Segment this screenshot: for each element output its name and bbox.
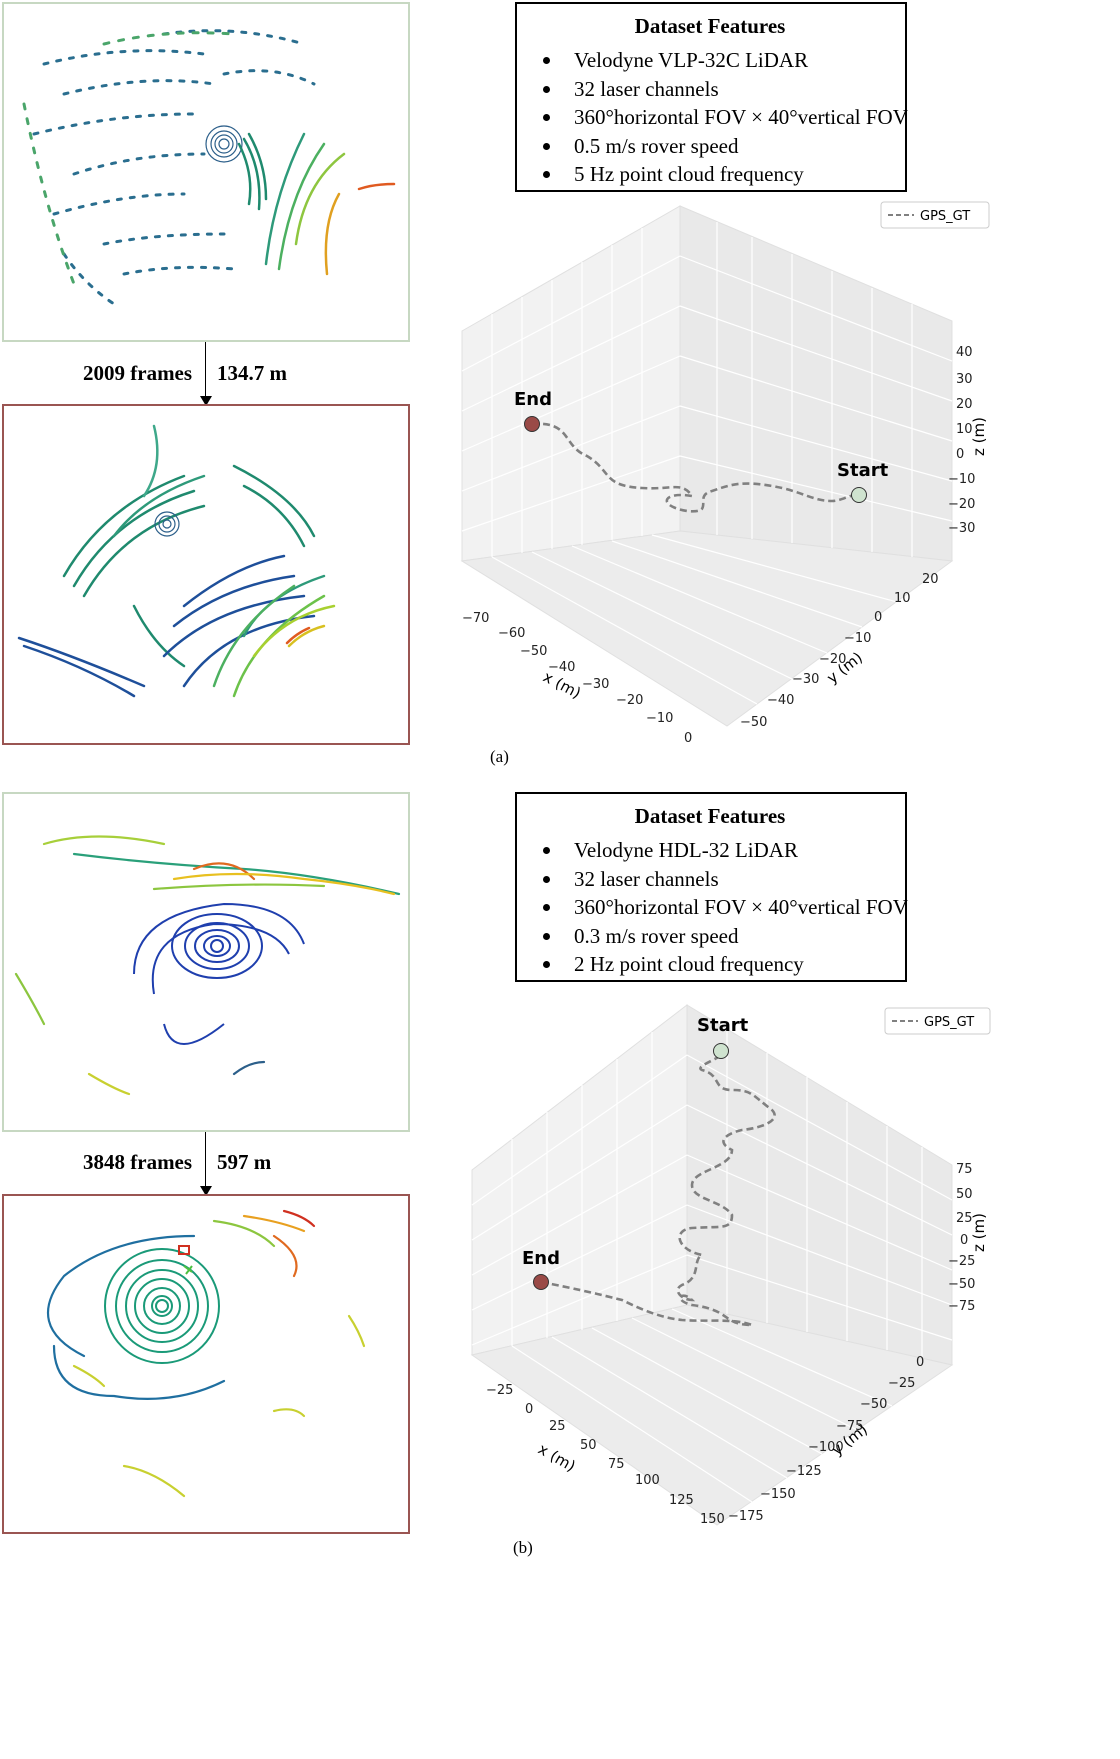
end-marker xyxy=(533,1274,549,1290)
z-tick: 0 xyxy=(960,1233,968,1248)
distance-a: 134.7 m xyxy=(217,361,287,385)
y-tick: −50 xyxy=(860,1397,887,1412)
z-tick: −30 xyxy=(948,521,975,536)
y-tick: −150 xyxy=(760,1487,796,1502)
x-tick: −60 xyxy=(498,626,525,641)
start-label: Start xyxy=(697,1015,749,1036)
z-tick: 20 xyxy=(956,397,973,412)
x-tick: 150 xyxy=(700,1512,725,1527)
scan-image-b-accumulated xyxy=(2,1194,410,1534)
scan-image-a-accumulated xyxy=(2,404,410,745)
legend-label: GPS_GT xyxy=(920,209,970,224)
z-axis-label: z (m) xyxy=(970,1213,988,1252)
z-tick: 0 xyxy=(956,447,964,462)
z-tick: 30 xyxy=(956,372,973,387)
y-tick: −75 xyxy=(836,1419,863,1434)
distance-b: 597 m xyxy=(217,1150,272,1174)
y-tick: −20 xyxy=(819,652,846,667)
x-tick: 50 xyxy=(580,1438,597,1453)
z-tick: 10 xyxy=(956,422,973,437)
frames-arrow-a xyxy=(205,342,206,396)
start-label: Start xyxy=(837,460,889,481)
z-tick: 25 xyxy=(956,1211,973,1226)
caption-a: (a) xyxy=(490,747,509,766)
x-tick: −40 xyxy=(548,660,575,675)
features-title-a: Dataset Features xyxy=(634,14,786,38)
y-tick: 20 xyxy=(922,572,939,587)
feature-item: 2 Hz point cloud frequency xyxy=(531,950,889,979)
z-tick: 75 xyxy=(956,1162,973,1177)
z-tick: −75 xyxy=(948,1299,975,1314)
dataset-features-box-a: Dataset Features Velodyne VLP-32C LiDAR … xyxy=(515,2,908,192)
features-title-b: Dataset Features xyxy=(634,804,786,828)
x-tick: −20 xyxy=(616,693,643,708)
x-tick: 25 xyxy=(549,1419,566,1434)
scan-image-a-single xyxy=(2,2,410,342)
x-tick: 125 xyxy=(669,1493,694,1508)
z-tick: −20 xyxy=(948,497,975,512)
y-tick: −100 xyxy=(808,1440,844,1455)
y-tick: 0 xyxy=(916,1355,924,1370)
z-tick: 50 xyxy=(956,1187,973,1202)
trajectory-plot-a: End Start GPS_GT −70 −60 −50 −40 −30 −20… xyxy=(460,201,990,746)
feature-item: 32 laser channels xyxy=(531,865,889,894)
y-tick: −125 xyxy=(786,1464,822,1479)
feature-item: 360°horizontal FOV × 40°vertical FOV xyxy=(531,893,908,922)
feature-item: Velodyne HDL-32 LiDAR xyxy=(531,836,889,865)
y-tick: −175 xyxy=(728,1509,764,1524)
frames-count-a: 2009 frames xyxy=(83,361,193,385)
z-tick: −10 xyxy=(948,472,975,487)
y-tick: 10 xyxy=(894,591,911,606)
feature-item: 32 laser channels xyxy=(531,75,889,104)
y-tick: −40 xyxy=(767,693,794,708)
dataset-features-box-b: Dataset Features Velodyne HDL-32 LiDAR 3… xyxy=(515,792,908,982)
feature-item: Velodyne VLP-32C LiDAR xyxy=(531,46,889,75)
end-marker xyxy=(524,416,540,432)
feature-item: 5 Hz point cloud frequency xyxy=(531,160,889,189)
y-tick: 0 xyxy=(874,610,882,625)
x-tick: −50 xyxy=(520,644,547,659)
frames-count-b: 3848 frames xyxy=(83,1150,193,1174)
x-tick: −30 xyxy=(582,677,609,692)
trajectory-plot-b: End Start GPS_GT −25 0 25 50 75 100 125 … xyxy=(470,1003,991,1527)
end-label: End xyxy=(522,1248,560,1269)
z-axis-label: z (m) xyxy=(970,417,988,456)
z-tick: 40 xyxy=(956,345,973,360)
end-label: End xyxy=(514,389,552,410)
feature-item: 0.3 m/s rover speed xyxy=(531,922,889,951)
x-tick: 0 xyxy=(525,1402,533,1417)
y-tick: −25 xyxy=(888,1376,915,1391)
x-tick: −10 xyxy=(646,711,673,726)
x-tick: 100 xyxy=(635,1473,660,1488)
x-tick: 0 xyxy=(684,731,692,746)
x-tick: −25 xyxy=(486,1383,513,1398)
y-tick: −30 xyxy=(792,672,819,687)
z-tick: −25 xyxy=(948,1254,975,1269)
legend-label: GPS_GT xyxy=(924,1015,974,1030)
y-tick: −50 xyxy=(740,715,767,730)
arrow-head-b xyxy=(200,1186,212,1196)
z-tick: −50 xyxy=(948,1277,975,1292)
frames-arrow-b xyxy=(205,1132,206,1186)
scan-image-b-single xyxy=(2,792,410,1132)
start-marker xyxy=(851,487,867,503)
feature-item: 0.5 m/s rover speed xyxy=(531,132,889,161)
start-marker xyxy=(713,1043,729,1059)
caption-b: (b) xyxy=(513,1538,533,1557)
arrow-head-a xyxy=(200,396,212,406)
x-tick: −70 xyxy=(462,611,489,626)
x-axis-label: x (m) xyxy=(535,1440,579,1476)
y-tick: −10 xyxy=(844,631,871,646)
feature-item: 360°horizontal FOV × 40°vertical FOV xyxy=(531,103,908,132)
x-tick: 75 xyxy=(608,1457,625,1472)
